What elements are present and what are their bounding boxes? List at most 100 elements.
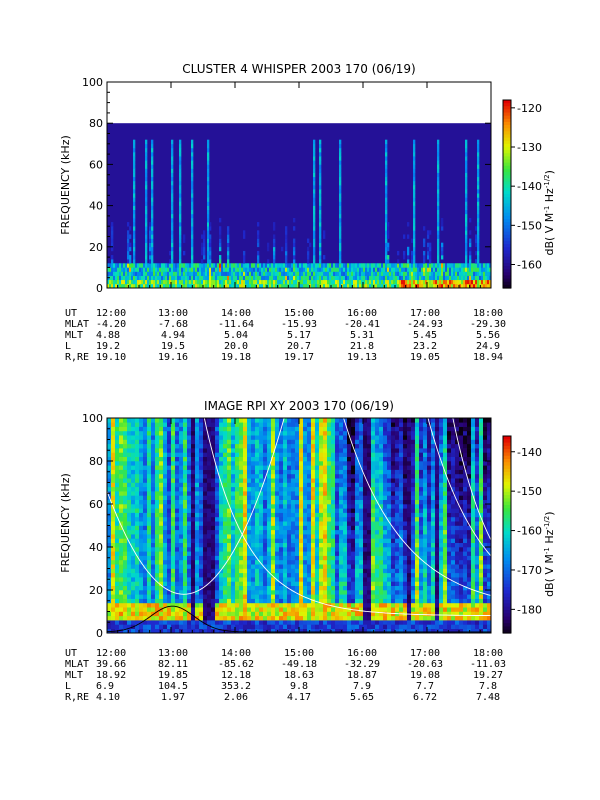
- spectrogram-cell: [195, 620, 200, 625]
- spectrogram-cell: [477, 147, 480, 153]
- spectrogram-cell: [223, 435, 228, 440]
- spectrogram-cell: [199, 628, 204, 633]
- spectrogram-cell: [243, 551, 248, 556]
- spectrogram-cell: [279, 615, 284, 621]
- spectrogram-cell: [313, 242, 316, 248]
- spectrogram-cell: [199, 525, 204, 531]
- spectrogram-cell: [243, 426, 248, 432]
- spectrogram-cell: [335, 499, 340, 505]
- spectrogram-cell: [143, 443, 148, 449]
- spectrogram-cell: [263, 443, 268, 449]
- spectrogram-cell: [273, 246, 276, 252]
- spectrogram-cell: [309, 271, 312, 276]
- spectrogram-cell: [275, 516, 280, 522]
- spectrogram-cell: [239, 594, 244, 599]
- spectrogram-cell: [283, 443, 288, 449]
- spectrogram-cell: [183, 482, 188, 488]
- spectrogram-cell: [313, 193, 316, 198]
- spectrogram-cell: [319, 143, 322, 149]
- spectrogram-cell: [207, 598, 212, 604]
- spectrogram-cell: [151, 581, 156, 586]
- spectrogram-cell: [391, 283, 394, 288]
- colorbar-swatch: [503, 250, 511, 255]
- spectrogram-cell: [345, 267, 348, 272]
- spectrogram-cell: [323, 508, 328, 513]
- spectrogram-cell: [207, 250, 210, 256]
- spectrogram-cell: [315, 594, 320, 599]
- spectrogram-cell: [319, 465, 324, 470]
- spectrogram-cell: [107, 529, 112, 535]
- spectrogram-cell: [413, 160, 416, 165]
- spectrogram-cell: [193, 271, 196, 276]
- spectrogram-cell: [271, 628, 276, 633]
- spectrogram-cell: [143, 448, 148, 453]
- spectrogram-cell: [339, 271, 342, 276]
- spectrogram-cell: [315, 615, 320, 621]
- spectrogram-cell: [407, 246, 410, 252]
- spectrogram-cell: [275, 499, 280, 505]
- spectrogram-cell: [467, 267, 470, 272]
- spectrogram-cell: [187, 624, 192, 629]
- spectrogram-cell: [219, 564, 224, 569]
- spectrogram-cell: [119, 435, 124, 440]
- spectrogram-cell: [211, 542, 216, 548]
- spectrogram-cell: [185, 267, 188, 272]
- spectrogram-cell: [239, 585, 244, 591]
- spectrogram-cell: [331, 628, 336, 633]
- spectrogram-cell: [271, 615, 276, 621]
- spectrogram-cell: [163, 628, 168, 633]
- spectrogram-cell: [127, 478, 132, 483]
- spectrogram-cell: [377, 271, 380, 276]
- spectrogram-cell: [273, 275, 276, 281]
- spectrogram-cell: [281, 279, 284, 285]
- spectrogram-cell: [307, 275, 310, 281]
- spectrogram-cell: [123, 525, 128, 531]
- spectrogram-cell: [259, 443, 264, 449]
- spectrogram-cell: [263, 473, 268, 479]
- spectrogram-cell: [235, 534, 240, 539]
- spectrogram-cell: [175, 495, 180, 500]
- spectrogram-cell: [133, 180, 136, 186]
- whisper-title: CLUSTER 4 WHISPER 2003 170 (06/19): [182, 62, 415, 76]
- spectrogram-cell: [131, 521, 136, 526]
- spectrogram-cell: [327, 516, 332, 522]
- spectrogram-cell: [193, 267, 196, 272]
- spectrogram-cell: [201, 283, 204, 288]
- spectrogram-cell: [413, 147, 416, 153]
- spectrogram-cell: [139, 551, 144, 556]
- spectrogram-cell: [199, 448, 204, 453]
- spectrogram-cell: [243, 279, 246, 285]
- spectrogram-cell: [151, 448, 156, 453]
- spectrogram-cell: [319, 611, 324, 617]
- spectrogram-cell: [315, 611, 320, 617]
- spectrogram-cell: [263, 267, 266, 272]
- spectrogram-cell: [295, 611, 300, 617]
- spectrogram-cell: [375, 279, 378, 285]
- spectrogram-cell: [151, 594, 156, 599]
- spectrogram-cell: [255, 572, 260, 578]
- spectrogram-cell: [227, 499, 232, 505]
- spectrogram-cell: [331, 572, 336, 578]
- colorbar-swatch: [503, 228, 511, 233]
- spectrogram-cell: [247, 263, 250, 268]
- spectrogram-cell: [145, 267, 148, 272]
- spectrogram-cell: [197, 271, 200, 276]
- spectrogram-cell: [397, 279, 400, 285]
- spectrogram-cell: [199, 422, 204, 427]
- spectrogram-cell: [413, 152, 416, 157]
- spectrogram-cell: [141, 283, 144, 288]
- spectrogram-cell: [365, 267, 368, 272]
- spectrogram-cell: [263, 628, 268, 633]
- spectrogram-cell: [119, 452, 124, 457]
- spectrogram-cell: [285, 283, 288, 288]
- spectrogram-cell: [111, 439, 116, 445]
- spectrogram-cell: [219, 448, 224, 453]
- spectrogram-cell: [217, 263, 220, 268]
- spectrogram-cell: [387, 246, 390, 252]
- spectrogram-cell: [203, 577, 208, 582]
- spectrogram-cell: [219, 620, 224, 625]
- spectrogram-cell: [143, 495, 148, 500]
- spectrogram-cell: [271, 585, 276, 591]
- spectrogram-cell: [265, 279, 268, 285]
- spectrogram-cell: [163, 275, 166, 281]
